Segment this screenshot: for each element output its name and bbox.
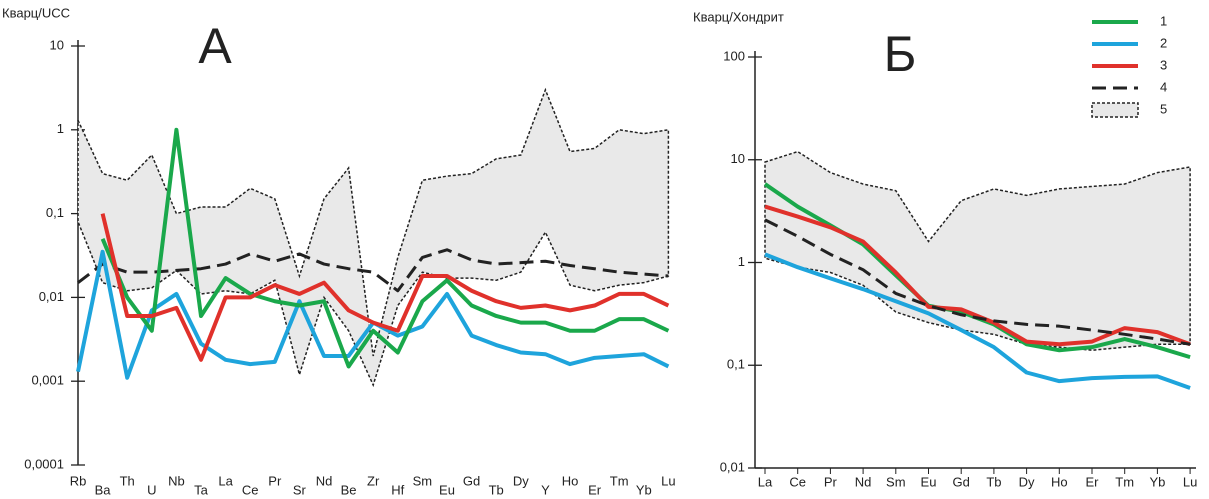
y-axis-label: Кварц/UCC bbox=[2, 5, 70, 20]
x-tick-label: La bbox=[758, 474, 773, 489]
x-tick-label: Hf bbox=[391, 482, 404, 497]
y-tick-label: 0,01 bbox=[39, 289, 64, 304]
x-tick-label: Eu bbox=[439, 482, 455, 497]
legend-label: 3 bbox=[1160, 57, 1167, 72]
x-tick-label: Ho bbox=[562, 473, 579, 488]
y-tick-label: 1 bbox=[57, 121, 64, 136]
x-tick-label: Ce bbox=[242, 482, 259, 497]
x-tick-label: Nd bbox=[316, 473, 333, 488]
legend-label: 1 bbox=[1160, 13, 1167, 28]
series-line bbox=[100, 213, 670, 362]
x-tick-label: Ta bbox=[194, 482, 209, 497]
y-tick-label: 10 bbox=[50, 37, 64, 52]
x-tick-label: Lu bbox=[661, 473, 675, 488]
panel-title: Б bbox=[884, 26, 917, 82]
x-tick-label: U bbox=[147, 482, 156, 497]
x-tick-label: Pr bbox=[268, 473, 282, 488]
x-tick-label: Pr bbox=[824, 474, 838, 489]
x-tick-label: Ce bbox=[789, 474, 806, 489]
x-tick-label: Er bbox=[1086, 474, 1100, 489]
x-tick-label: Gd bbox=[463, 473, 480, 488]
x-tick-label: Gd bbox=[953, 474, 970, 489]
x-tick-label: Th bbox=[120, 473, 135, 488]
series-line bbox=[764, 218, 1191, 346]
x-tick-label: Tm bbox=[610, 473, 629, 488]
x-tick-label: Yb bbox=[1149, 474, 1165, 489]
y-tick-label: 10 bbox=[731, 151, 745, 166]
field bbox=[77, 87, 670, 388]
x-tick-label: Be bbox=[341, 482, 357, 497]
x-tick-label: Rb bbox=[70, 473, 87, 488]
x-tick-label: Tb bbox=[986, 474, 1001, 489]
series-line bbox=[100, 127, 670, 369]
x-tick-label: Nb bbox=[168, 473, 185, 488]
y-tick-label: 0,1 bbox=[46, 205, 64, 220]
x-tick-label: Ba bbox=[95, 482, 112, 497]
x-tick-label: Tb bbox=[489, 482, 504, 497]
x-tick-label: Yb bbox=[636, 482, 652, 497]
x-tick-label: Y bbox=[541, 482, 550, 497]
series-line bbox=[764, 204, 1191, 347]
y-tick-label: 0,0001 bbox=[24, 456, 64, 471]
y-tick-label: 0,1 bbox=[727, 357, 745, 372]
x-tick-label: La bbox=[218, 473, 233, 488]
y-axis-label: Кварц/Хондрит bbox=[693, 9, 784, 24]
series-line bbox=[764, 252, 1191, 390]
legend-label: 4 bbox=[1160, 79, 1167, 94]
y-tick-label: 0,01 bbox=[720, 459, 745, 474]
field bbox=[764, 150, 1191, 351]
x-tick-label: Lu bbox=[1183, 474, 1197, 489]
x-tick-label: Sr bbox=[293, 482, 307, 497]
y-tick-label: 0,001 bbox=[31, 373, 64, 388]
series-line bbox=[77, 248, 669, 293]
y-tick-label: 100 bbox=[723, 48, 745, 63]
x-tick-label: Ho bbox=[1051, 474, 1068, 489]
x-tick-label: Dy bbox=[513, 473, 529, 488]
panel-title: А bbox=[198, 18, 232, 74]
x-tick-label: Tm bbox=[1115, 474, 1134, 489]
x-tick-label: Nd bbox=[855, 474, 872, 489]
x-tick-label: Sm bbox=[413, 473, 433, 488]
x-tick-label: Eu bbox=[921, 474, 937, 489]
x-tick-label: Zr bbox=[367, 473, 380, 488]
legend-swatch bbox=[1091, 102, 1139, 118]
legend-label: 2 bbox=[1160, 35, 1167, 50]
y-tick-label: 1 bbox=[738, 254, 745, 269]
legend-label: 5 bbox=[1160, 101, 1167, 116]
x-tick-label: Er bbox=[588, 482, 602, 497]
x-tick-label: Dy bbox=[1019, 474, 1035, 489]
x-tick-label: Sm bbox=[886, 474, 906, 489]
